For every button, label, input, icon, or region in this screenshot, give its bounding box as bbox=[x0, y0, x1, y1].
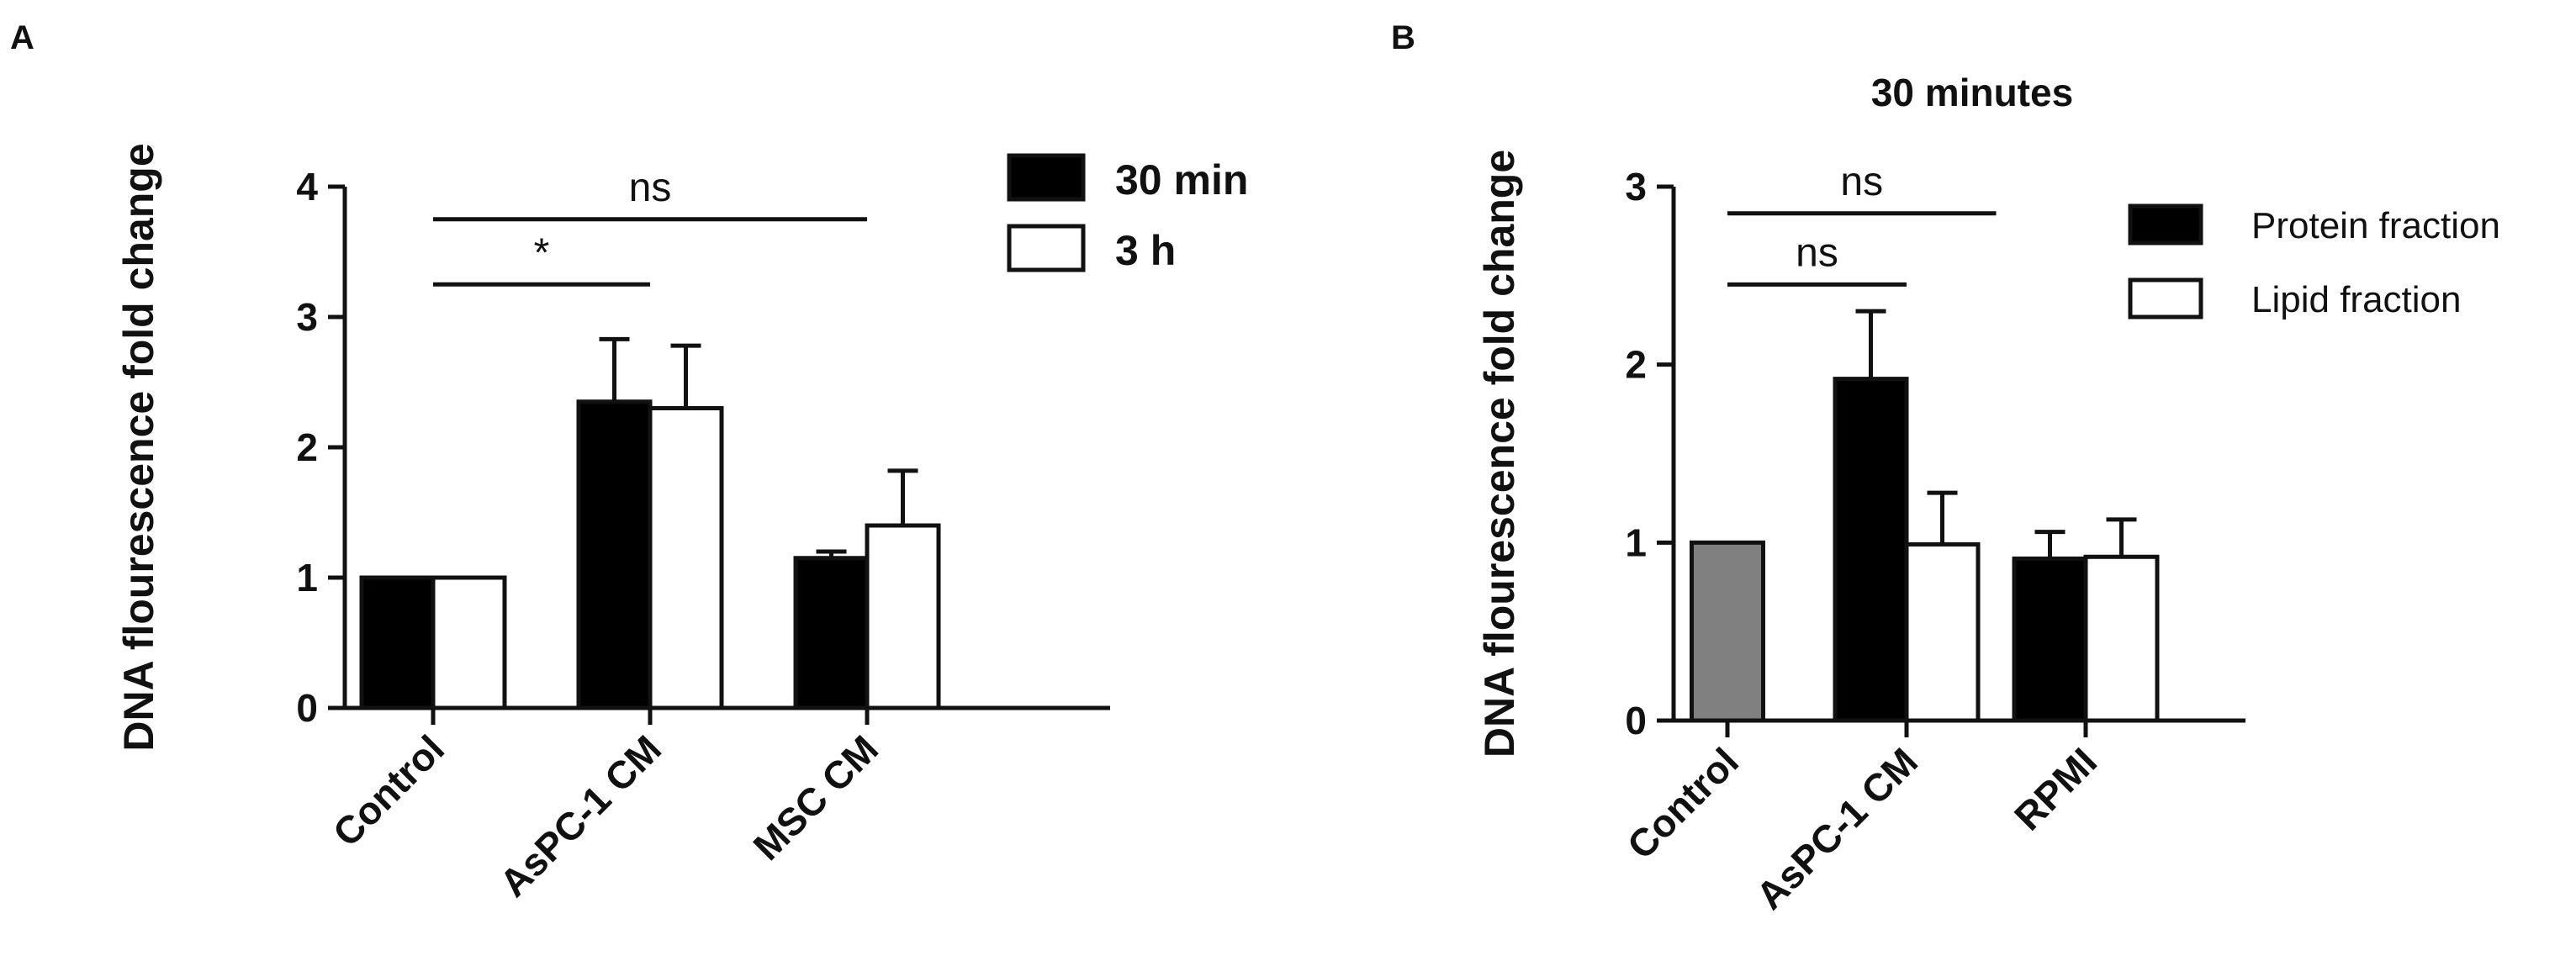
panel-a-y-axis-label: DNA flourescence fold change bbox=[115, 143, 162, 751]
panel-b-significance-label: ns bbox=[1796, 230, 1838, 275]
panel-a-legend-swatch bbox=[1007, 224, 1086, 272]
panel-a-significance-label: ns bbox=[629, 166, 672, 210]
panel-a-bar-series2 bbox=[648, 406, 724, 710]
panel-a-x-tick-label: MSC CM bbox=[744, 726, 886, 869]
panel-a-x-tick-label: Control bbox=[325, 726, 452, 854]
panel-b-y-tick-label: 1 bbox=[1625, 520, 1647, 564]
panel-b-legend-label: Lipid fraction bbox=[2251, 279, 2461, 320]
panel-b-x-tick-label: RPMI bbox=[2006, 739, 2105, 838]
panel-a-x-tick-label: AsPC-1 CM bbox=[491, 726, 669, 905]
panel-a-y-tick-label: 2 bbox=[296, 425, 318, 469]
panel-b-significance-label: ns bbox=[1840, 160, 1883, 204]
panel-b-y-tick-label: 3 bbox=[1625, 165, 1647, 209]
panel-a-y-tick-label: 4 bbox=[296, 165, 318, 209]
panel-a-y-tick-label: 3 bbox=[296, 295, 318, 339]
panel-b-bar-control bbox=[1690, 540, 1765, 723]
panel-a-legend-label: 3 h bbox=[1115, 227, 1176, 274]
panel-a-bar-series2 bbox=[865, 523, 941, 710]
panel-a-bar-series2 bbox=[431, 575, 507, 710]
panel-b-legend-swatch bbox=[2128, 203, 2203, 246]
chart-panel-a: DNA flourescence fold change 0 1 2 3 4 Control… bbox=[115, 143, 1248, 905]
panel-b-letter: B bbox=[1391, 19, 1415, 56]
panel-b-bar-series2 bbox=[2083, 554, 2160, 723]
panel-a-y-tick-label: 1 bbox=[296, 556, 318, 599]
panel-a-legend-label: 30 min bbox=[1115, 156, 1248, 203]
panel-b-y-tick-label: 2 bbox=[1625, 343, 1647, 387]
panel-b-bar-series1 bbox=[1833, 377, 1909, 723]
panel-a-bar-series1 bbox=[793, 556, 870, 710]
panel-b-legend-label: Protein fraction bbox=[2251, 205, 2500, 246]
chart-panel-b: DNA flourescence fold change 0 1 2 3 Control A… bbox=[1476, 71, 2500, 917]
panel-b-bar-series1 bbox=[2012, 556, 2088, 723]
panel-b-y-axis-label: DNA flourescence fold change bbox=[1476, 150, 1523, 758]
panel-b-x-tick-label: AsPC-1 CM bbox=[1748, 739, 1926, 917]
panel-a-letter: A bbox=[10, 19, 34, 56]
panel-a-bar-series1 bbox=[576, 399, 653, 710]
panel-b-x-tick-label: Control bbox=[1619, 739, 1747, 867]
panel-a-y-tick-label: 0 bbox=[296, 686, 318, 730]
panel-a-bar-series1 bbox=[359, 575, 436, 710]
panel-b-legend-swatch bbox=[2128, 277, 2203, 320]
panel-b-y-tick-label: 0 bbox=[1625, 699, 1647, 742]
panel-a-legend-swatch bbox=[1007, 153, 1086, 202]
panel-b-chart-title: 30 minutes bbox=[1871, 71, 2073, 114]
panel-a-significance-label: * bbox=[534, 230, 550, 275]
panel-b-bar-series2 bbox=[1904, 541, 1981, 723]
